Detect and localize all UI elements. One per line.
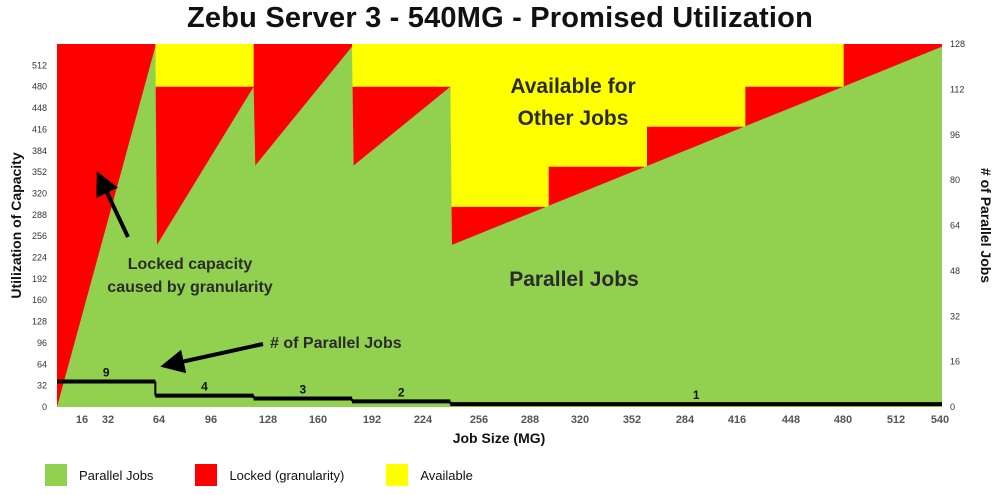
y2-tick-label: 96 — [950, 130, 960, 140]
parallel-jobs-area — [57, 46, 942, 407]
x-tick-label: 416 — [728, 414, 746, 426]
x-tick-label: 352 — [623, 414, 641, 426]
legend-item: Parallel Jobs — [45, 464, 153, 486]
y2-axis-title: # of Parallel Jobs — [978, 168, 994, 283]
available-annotation-line2: Other Jobs — [518, 107, 629, 130]
x-tick-label: 160 — [309, 414, 327, 426]
x-tick-label: 288 — [521, 414, 539, 426]
y-tick-label: 512 — [32, 60, 47, 70]
legend-swatch — [45, 464, 67, 486]
jobs-step-label: 1 — [693, 388, 700, 402]
y2-tick-label: 128 — [950, 39, 965, 49]
jobs-step-label: 9 — [103, 365, 110, 379]
y-tick-label: 224 — [32, 253, 47, 263]
y2-tick-label: 0 — [950, 402, 955, 412]
legend-swatch — [386, 464, 409, 486]
y-tick-label: 384 — [32, 146, 47, 156]
y-tick-label: 480 — [32, 82, 47, 92]
x-tick-label: 224 — [414, 414, 433, 426]
jobs-step-label: 3 — [299, 382, 306, 396]
y-tick-label: 352 — [32, 167, 47, 177]
y-tick-label: 32 — [37, 381, 47, 391]
chart-title: Zebu Server 3 - 540MG - Promised Utiliza… — [186, 2, 813, 34]
legend-item: Available — [386, 464, 473, 486]
y-tick-label: 448 — [32, 103, 47, 113]
jobs-step-label: 4 — [201, 380, 208, 394]
jobs-step-label: 2 — [398, 385, 405, 399]
y2-tick-label: 64 — [950, 221, 960, 231]
y2-tick-label: 112 — [950, 84, 964, 94]
x-tick-label: 480 — [834, 414, 852, 426]
legend-label: Available — [420, 467, 473, 483]
x-tick-label: 192 — [363, 414, 381, 426]
x-tick-label: 128 — [259, 414, 277, 426]
locked-annotation-line1: Locked capacity — [128, 256, 253, 273]
x-axis-title: Job Size (MG) — [453, 430, 546, 446]
y-tick-label: 64 — [37, 359, 47, 369]
available-annotation-line1: Available for — [510, 75, 635, 98]
x-tick-label: 448 — [782, 414, 800, 426]
y-tick-label: 192 — [32, 274, 47, 284]
jobs-arrow — [160, 342, 264, 374]
x-tick-label: 16 — [76, 414, 88, 426]
chart-legend: Parallel Jobs Locked (granularity) Availab… — [45, 464, 515, 486]
y2-tick-label: 32 — [950, 311, 960, 321]
y2-tick-label: 48 — [950, 266, 960, 276]
x-tick-label: 256 — [470, 414, 488, 426]
locked-annotation-line2: caused by granularity — [107, 279, 272, 296]
y-tick-label: 256 — [32, 231, 47, 241]
y2-tick-label: 16 — [950, 357, 960, 367]
y-tick-label: 96 — [37, 338, 47, 348]
x-tick-label: 284 — [676, 414, 695, 426]
jobs-annotation: # of Parallel Jobs — [270, 335, 402, 352]
legend-label: Parallel Jobs — [79, 467, 154, 483]
x-tick-label: 320 — [571, 414, 589, 426]
x-tick-label: 32 — [102, 414, 114, 426]
legend-item: Locked (granularity) — [195, 464, 344, 486]
y-tick-label: 416 — [32, 124, 47, 134]
x-tick-label: 540 — [931, 414, 949, 426]
y2-tick-label: 80 — [950, 175, 960, 185]
x-tick-label: 64 — [153, 414, 166, 426]
y-tick-label: 288 — [32, 210, 47, 220]
y-tick-label: 160 — [32, 295, 47, 305]
x-tick-label: 96 — [205, 414, 217, 426]
legend-swatch — [195, 464, 218, 486]
parallel-annotation: Parallel Jobs — [509, 268, 639, 291]
locked-arrow — [96, 171, 130, 238]
y-tick-label: 320 — [32, 188, 47, 198]
y-axis-title: Utilization of Capacity — [8, 152, 24, 298]
legend-label: Locked (granularity) — [229, 467, 345, 483]
y-tick-label: 128 — [32, 317, 47, 327]
y-tick-label: 0 — [42, 402, 47, 412]
x-tick-label: 512 — [887, 414, 905, 426]
